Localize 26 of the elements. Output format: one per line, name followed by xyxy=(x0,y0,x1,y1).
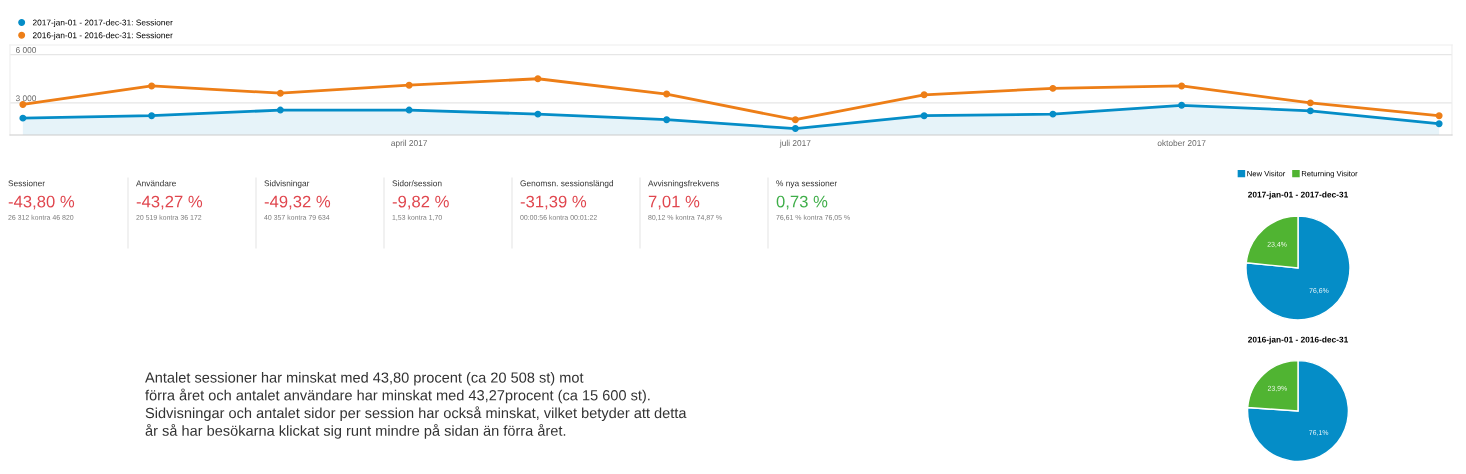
text: -43,27 % xyxy=(136,195,203,210)
x-tick-label: oktober 2017 xyxy=(1157,139,1206,146)
category-label: Sidvisningar xyxy=(264,180,310,188)
text: 2017-jan-01 - 2017-dec-31 xyxy=(1248,191,1349,200)
x-tick-label: juli 2017 xyxy=(779,139,811,148)
category-label: Användare xyxy=(136,180,176,187)
text: -43,80 % xyxy=(8,195,75,210)
legend-label: 2016-jan-01 - 2016-dec-31: Sessioner xyxy=(32,32,173,40)
chart-title: 2016-jan-01 - 2016-dec-31 xyxy=(1248,336,1349,345)
text: Antalet sessioner har minskat med 43,80 procent (ca 20 508 st) mot förra året och antalet användare har minskat med 43,27procent (ca 15 600 st). Sidvisningar och antalet sidor per session har också minskat, vilket betyder att detta år så har besökarna klickat sig runt mindre på sidan än förra året. xyxy=(145,372,687,439)
text: 7,01 % xyxy=(648,195,700,210)
legend-label: 2017-jan-01 - 2017-dec-31: Sessioner xyxy=(32,19,173,28)
text: -9,82 % xyxy=(392,195,449,210)
text: -31,39 % xyxy=(520,195,587,210)
pie-slice xyxy=(1245,215,1351,321)
y-tick-label: 3 000 xyxy=(15,95,37,102)
category-label: % nya sessioner xyxy=(776,180,837,188)
category-label: Sessioner xyxy=(8,180,45,187)
y-tick-label: 6 000 xyxy=(15,47,37,53)
category-label: Avvisningsfrekvens xyxy=(648,180,719,188)
text: -49,32 % xyxy=(264,195,331,210)
x-tick-label: april 2017 xyxy=(391,139,428,148)
category-label: Sidor/session xyxy=(392,180,442,187)
pie-slice xyxy=(1246,359,1350,463)
text: 0,73 % xyxy=(776,195,828,210)
category-label: Genomsn. sessionslängd xyxy=(520,180,614,188)
